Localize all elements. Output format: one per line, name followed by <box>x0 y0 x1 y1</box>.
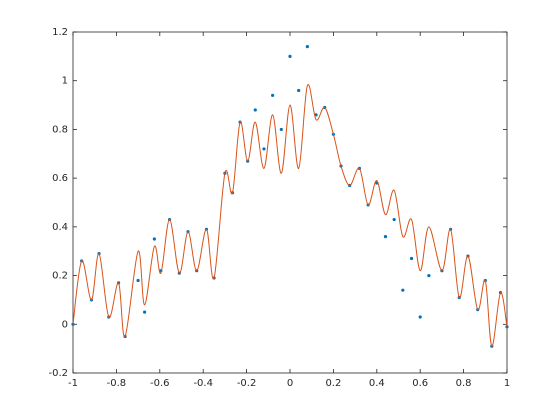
data-point <box>392 217 396 222</box>
x-tick-label: 0.8 <box>456 378 472 389</box>
x-tick-label: -0.2 <box>237 378 257 389</box>
x-tick-label: 1 <box>504 378 510 389</box>
data-point <box>279 127 283 132</box>
data-point <box>401 288 405 292</box>
y-tick-label: 1 <box>62 76 68 87</box>
data-point <box>143 310 147 314</box>
data-point <box>262 147 266 151</box>
data-point <box>409 256 414 261</box>
data-point <box>271 93 275 97</box>
x-tick-label: 0.6 <box>412 378 428 389</box>
y-tick-label: 0.4 <box>52 222 68 233</box>
data-point <box>288 54 292 58</box>
y-tick-label: 0.6 <box>52 173 68 184</box>
y-tick-label: -0.2 <box>48 368 68 379</box>
data-point <box>383 235 388 239</box>
y-tick-label: 0.2 <box>52 271 68 282</box>
x-tick-label: -0.6 <box>150 378 170 389</box>
x-tick-label: -0.4 <box>193 378 213 389</box>
data-point <box>314 113 318 117</box>
plot-box <box>72 31 508 374</box>
x-tick-label: -1 <box>68 378 78 389</box>
y-tick-label: 1.2 <box>52 27 68 38</box>
fit-line <box>72 84 508 347</box>
y-tick-label: 0.8 <box>52 124 68 135</box>
data-point <box>418 315 422 319</box>
data-point <box>297 88 301 93</box>
data-point <box>305 45 309 49</box>
data-point <box>152 237 156 241</box>
x-tick-label: -0.8 <box>107 378 127 389</box>
y-tick-label: 0 <box>62 319 68 330</box>
data-point <box>253 108 257 112</box>
x-tick-label: 0.4 <box>369 378 385 389</box>
data-point <box>136 278 140 283</box>
x-tick-label: 0.2 <box>325 378 341 389</box>
data-point <box>427 273 431 278</box>
x-tick-label: 0 <box>287 378 293 389</box>
